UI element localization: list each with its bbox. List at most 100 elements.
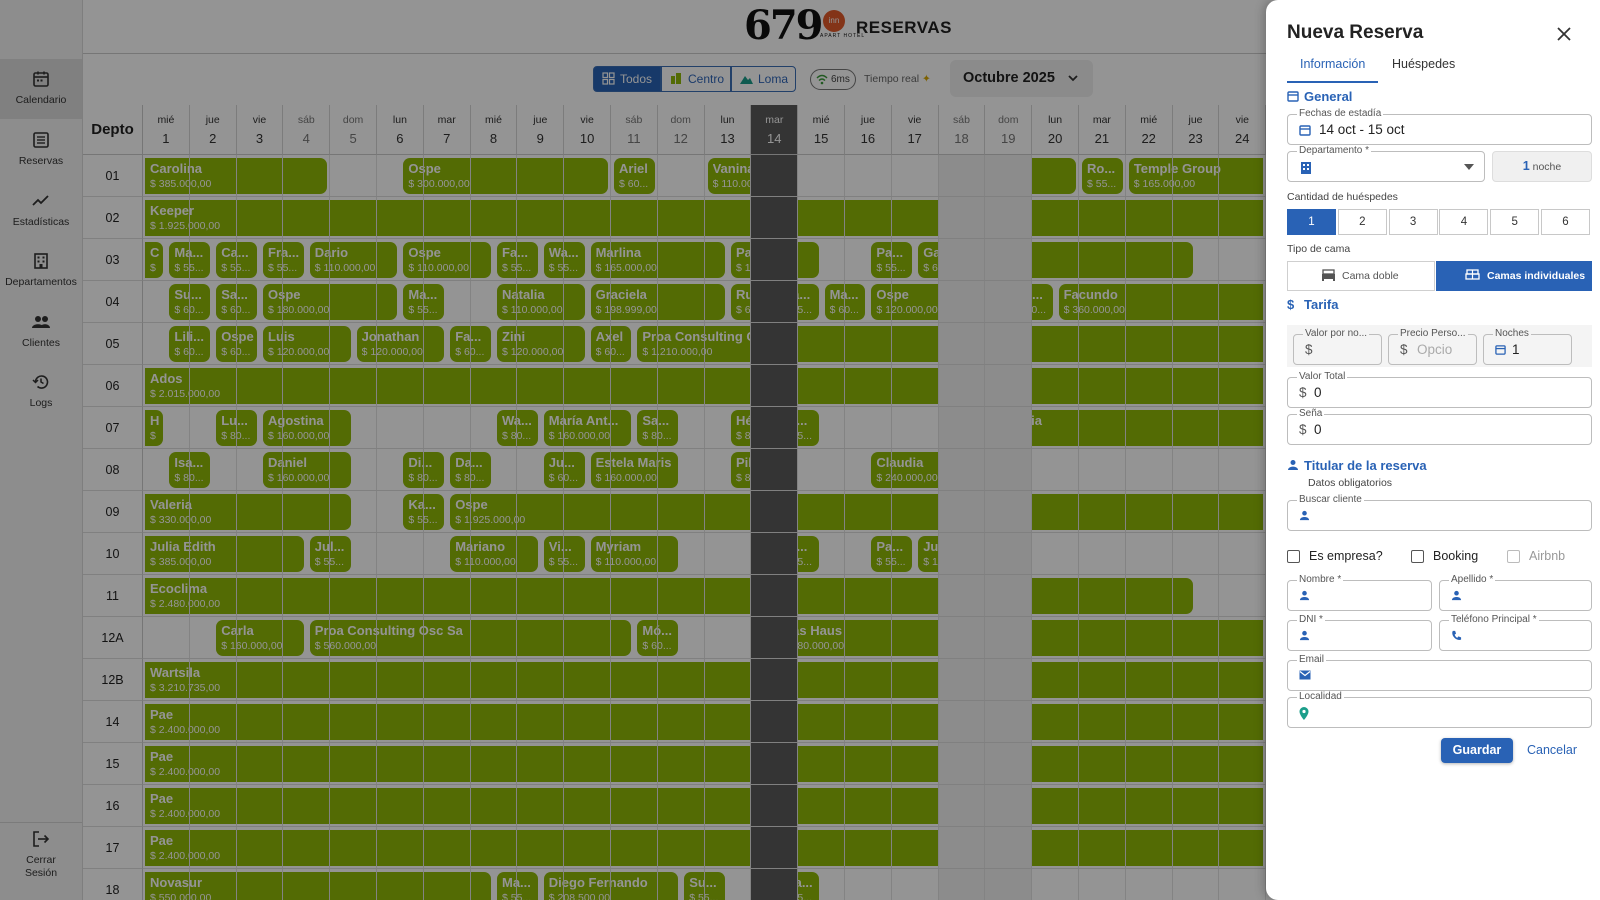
- day-header[interactable]: mié 15: [798, 105, 845, 155]
- booking-bar[interactable]: Wa...$ 55...: [543, 242, 585, 278]
- booking-bar[interactable]: Ospe $ 300.000,00: [403, 158, 608, 194]
- airbnb-checkbox[interactable]: Airbnb: [1507, 549, 1565, 563]
- booking-checkbox[interactable]: Booking: [1411, 549, 1478, 563]
- depto-label[interactable]: 08: [83, 449, 143, 491]
- booking-bar[interactable]: Temple Group $ 165.000,00: [1128, 158, 1264, 194]
- nights-field[interactable]: Noches 1: [1483, 328, 1572, 365]
- nav-estadisticas[interactable]: Estadísticas: [0, 181, 82, 241]
- booking-bar[interactable]: Myriam $ 110.000,00: [590, 536, 679, 572]
- booking-bar[interactable]: Carla $ 160.000,00: [216, 620, 304, 656]
- depto-label[interactable]: 09: [83, 491, 143, 533]
- day-header[interactable]: mié 1: [143, 105, 190, 155]
- nav-clientes[interactable]: Clientes: [0, 302, 82, 362]
- booking-bar[interactable]: Agostina $ 160.000,00: [263, 410, 351, 446]
- day-header[interactable]: jue 16: [845, 105, 892, 155]
- day-header[interactable]: jue 2: [189, 105, 237, 155]
- email-input[interactable]: Email: [1287, 654, 1592, 691]
- night-value-field[interactable]: Valor por no... $: [1293, 328, 1382, 365]
- day-header[interactable]: mar 14: [751, 105, 799, 155]
- guest-count-option[interactable]: 5: [1490, 209, 1540, 235]
- day-header[interactable]: vie 24: [1219, 105, 1267, 155]
- day-header[interactable]: jue 9: [517, 105, 565, 155]
- depto-label[interactable]: 14: [83, 701, 143, 743]
- depto-label[interactable]: 11: [83, 575, 143, 617]
- day-header[interactable]: dom 5: [330, 105, 377, 155]
- day-header[interactable]: mar 21: [1079, 105, 1126, 155]
- booking-bar[interactable]: María Ant... $ 160.000,00: [543, 410, 632, 446]
- save-button[interactable]: Guardar: [1441, 738, 1513, 763]
- depto-label[interactable]: 01: [83, 155, 143, 197]
- depto-label[interactable]: 05: [83, 323, 143, 365]
- booking-bar[interactable]: Ospe $ 180.000,00: [263, 284, 398, 320]
- day-header[interactable]: vie 17: [891, 105, 939, 155]
- booking-bar[interactable]: Valeria $ 330.000,00: [145, 494, 351, 530]
- day-header[interactable]: sáb 11: [611, 105, 658, 155]
- tab-huespedes[interactable]: Huéspedes: [1392, 57, 1456, 71]
- nav-reservas[interactable]: Reservas: [0, 120, 82, 180]
- nav-logs[interactable]: Logs: [0, 362, 82, 422]
- day-header[interactable]: lun 6: [377, 105, 424, 155]
- day-header[interactable]: dom 12: [657, 105, 705, 155]
- day-header[interactable]: vie 3: [236, 105, 284, 155]
- depto-label[interactable]: 15: [83, 743, 143, 785]
- depto-label[interactable]: 02: [83, 197, 143, 239]
- depto-label[interactable]: 12B: [83, 659, 143, 701]
- person-price-field[interactable]: Precio Perso... $ Opcio: [1388, 328, 1477, 365]
- depto-label[interactable]: 10: [83, 533, 143, 575]
- department-select[interactable]: Departamento *: [1287, 145, 1485, 182]
- booking-bar[interactable]: Ro... $ 55...: [1082, 158, 1123, 194]
- day-header[interactable]: lun 20: [1032, 105, 1079, 155]
- depto-label[interactable]: 06: [83, 365, 143, 407]
- booking-bar[interactable]: Novasur $ 550.000,00: [145, 872, 491, 900]
- day-header[interactable]: vie 10: [564, 105, 611, 155]
- booking-bar[interactable]: Fra... $ 55...: [263, 242, 304, 278]
- filter-todos-button[interactable]: Todos: [593, 66, 661, 92]
- booking-bar[interactable]: Ju... $ 60...: [543, 452, 585, 488]
- booking-bar[interactable]: Jonathan $ 120.000,00: [356, 326, 445, 362]
- telefono-input[interactable]: Teléfono Principal *: [1439, 614, 1592, 651]
- day-header[interactable]: jue 23: [1172, 105, 1220, 155]
- booking-bar[interactable]: Dario $ 110.000,00: [309, 242, 398, 278]
- filter-loma-button[interactable]: Loma: [731, 66, 796, 92]
- booking-bar[interactable]: Facundo $ 360.000,00: [1058, 284, 1264, 320]
- deposit-field[interactable]: Seña $ 0: [1287, 408, 1592, 445]
- booking-bar[interactable]: Ma...$ 55...: [497, 872, 538, 900]
- day-header[interactable]: sáb 18: [938, 105, 986, 155]
- bed-double-button[interactable]: Cama doble: [1287, 261, 1435, 291]
- month-select[interactable]: Octubre 2025: [950, 60, 1093, 97]
- total-field[interactable]: Valor Total $ 0: [1287, 371, 1592, 408]
- day-header[interactable]: mié 22: [1125, 105, 1173, 155]
- day-header[interactable]: lun 13: [704, 105, 752, 155]
- close-icon[interactable]: [1554, 24, 1574, 44]
- guest-count-option[interactable]: 3: [1388, 209, 1438, 235]
- logout-button[interactable]: Cerrar Sesión: [0, 830, 82, 880]
- depto-label[interactable]: 17: [83, 827, 143, 869]
- booking-bar[interactable]: Luis $ 120.000,00: [263, 326, 351, 362]
- booking-bar[interactable]: Estela Maris $ 160.000,00: [590, 452, 679, 488]
- booking-bar[interactable]: H $: [145, 410, 164, 446]
- depto-label[interactable]: 12A: [83, 617, 143, 659]
- booking-bar[interactable]: Ospe $ 1.925.000,00: [450, 494, 1264, 530]
- guest-count-option[interactable]: 2: [1337, 209, 1387, 235]
- booking-bar[interactable]: Ariel $ 60...: [614, 158, 655, 194]
- localidad-input[interactable]: Localidad: [1287, 691, 1592, 728]
- depto-label[interactable]: 04: [83, 281, 143, 323]
- booking-bar[interactable]: C $: [145, 242, 164, 278]
- booking-bar[interactable]: Wa...$ 80...: [497, 410, 538, 446]
- guest-count-option[interactable]: 1: [1287, 209, 1336, 235]
- booking-bar[interactable]: Jul...$ 55...: [309, 536, 351, 572]
- nombre-input[interactable]: Nombre *: [1287, 574, 1432, 611]
- booking-bar[interactable]: Proa Consulting Osc Sa $ 560.000,00: [309, 620, 632, 656]
- apellido-input[interactable]: Apellido *: [1439, 574, 1592, 611]
- guest-count-option[interactable]: 4: [1439, 209, 1489, 235]
- booking-bar[interactable]: Julia Edith $ 385.000,00: [145, 536, 304, 572]
- bed-single-button[interactable]: Camas individuales: [1436, 261, 1592, 291]
- booking-bar[interactable]: Natalia $ 110.000,00: [497, 284, 585, 320]
- nav-departamentos[interactable]: Departamentos: [0, 241, 82, 301]
- day-header[interactable]: dom 19: [985, 105, 1033, 155]
- booking-bar[interactable]: Vi... $ 55...: [543, 536, 585, 572]
- booking-bar[interactable]: Fa... $ 55...: [497, 242, 538, 278]
- guest-count-option[interactable]: 6: [1541, 209, 1590, 235]
- tab-informacion[interactable]: Información: [1287, 57, 1379, 83]
- booking-bar[interactable]: Mariano $ 110.000,00: [450, 536, 538, 572]
